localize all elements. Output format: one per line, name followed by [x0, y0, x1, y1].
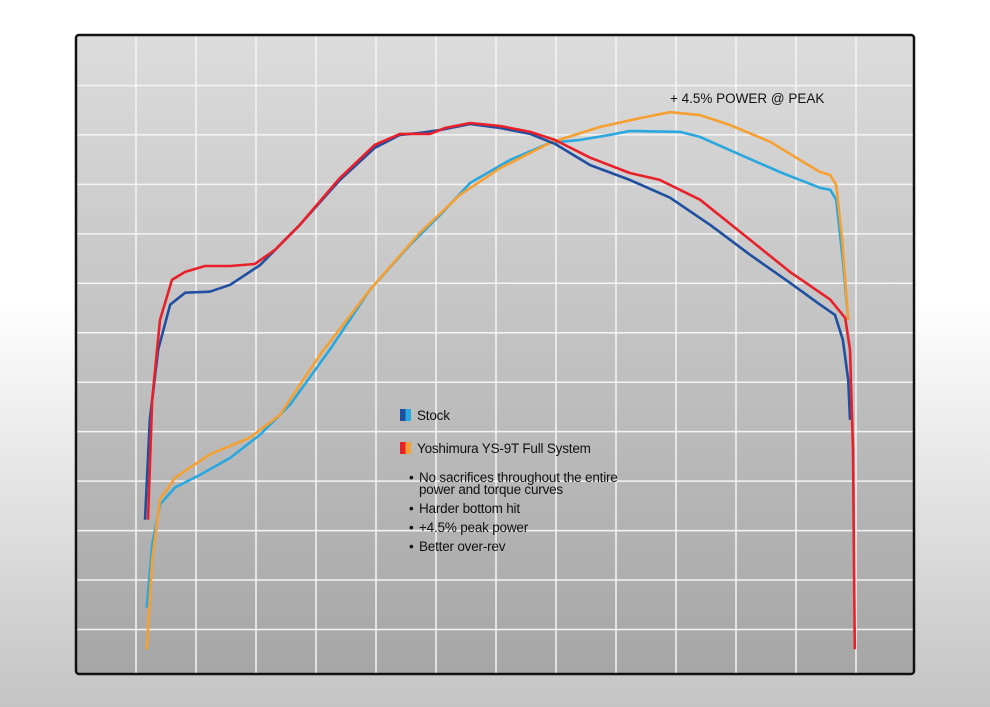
- legend-label: Stock: [417, 407, 450, 423]
- note: +4.5% peak power: [400, 521, 651, 535]
- legend-swatch: [400, 409, 411, 421]
- legend-entry: Yoshimura YS-9T Full System: [400, 439, 660, 457]
- legend: Stock Yoshimura YS-9T Full System No sacri…: [400, 406, 660, 560]
- note: Harder bottom hit: [400, 502, 651, 516]
- plot-area: [76, 35, 914, 674]
- series-line: [145, 129, 850, 608]
- legend-swatch: [400, 442, 411, 454]
- note: Better over-rev: [400, 540, 651, 554]
- series-line: [146, 121, 857, 650]
- plot-border: [74, 33, 916, 676]
- legend-label: Yoshimura YS-9T Full System: [417, 440, 591, 456]
- legend-entry: Stock: [400, 406, 660, 424]
- annotation: + 4.5% POWER @ PEAK: [670, 91, 824, 106]
- note: No sacrifices throughout the entire powe…: [400, 471, 651, 497]
